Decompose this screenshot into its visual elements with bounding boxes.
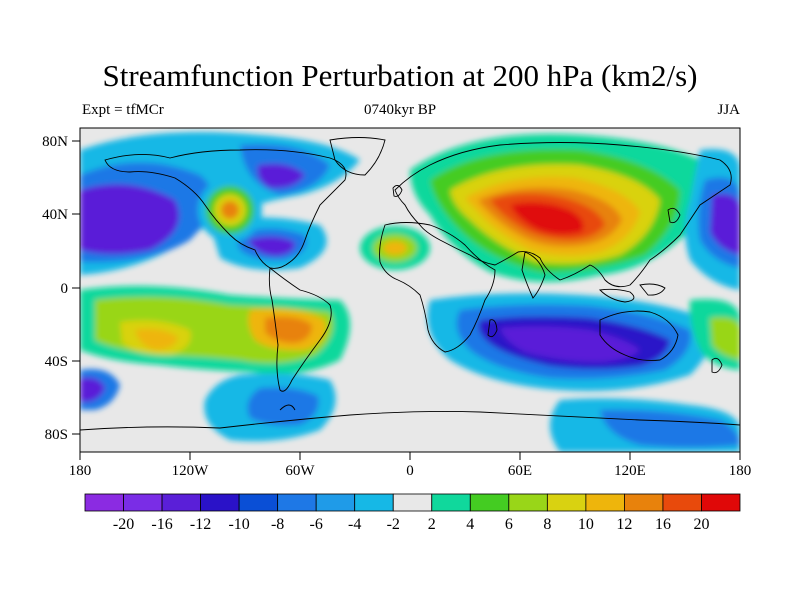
- colorbar-swatch: [238, 493, 279, 512]
- colorbar-label: 10: [578, 516, 594, 533]
- map-title: Streamfunction Perturbation at 200 hPa (…: [102, 58, 698, 93]
- colorbar-label: 16: [655, 516, 671, 533]
- colorbar-swatch: [84, 493, 124, 512]
- colorbar-label: 12: [616, 516, 632, 533]
- colorbar-label: -12: [190, 516, 211, 533]
- colorbar-swatch: [546, 493, 587, 512]
- x-tick-label: 120E: [614, 463, 646, 479]
- x-tick-label: 0: [406, 463, 414, 479]
- axis-ticks: [72, 140, 741, 460]
- colorbar-swatch: [354, 493, 394, 512]
- x-tick-label: 60E: [508, 463, 532, 479]
- colorbar-label: 4: [466, 516, 474, 533]
- colorbar-swatch: [392, 493, 433, 512]
- colorbar-label: 6: [505, 516, 513, 533]
- y-tick-label: 80S: [45, 427, 68, 443]
- colorbar-swatch: [200, 493, 240, 512]
- colorbar-label: -2: [387, 516, 400, 533]
- colorbar-swatch: [277, 493, 317, 512]
- coastlines: [80, 137, 740, 431]
- y-tick-label: 0: [61, 281, 69, 297]
- colorbar-swatch: [315, 493, 356, 512]
- colorbar-swatch: [624, 493, 664, 512]
- y-tick-label: 80N: [42, 134, 68, 150]
- x-tick-label: 180: [729, 463, 752, 479]
- experiment-label: Expt = tfMCr: [82, 102, 164, 118]
- colorbar-label: -16: [151, 516, 172, 533]
- colorbar-label: 8: [543, 516, 551, 533]
- colorbar-swatch: [431, 493, 471, 512]
- x-tick-label: 60W: [285, 463, 315, 479]
- colorbar-label: -20: [113, 516, 134, 533]
- colorbar-swatch: [161, 493, 201, 512]
- colorbar-swatch: [701, 493, 741, 512]
- y-axis-labels: 80N 40N 0 40S 80S: [42, 134, 68, 443]
- x-axis-labels: 180 120W 60W 0 60E 120E 180: [69, 463, 752, 479]
- colorbar-swatch: [585, 493, 625, 512]
- y-tick-label: 40N: [42, 207, 68, 223]
- x-tick-label: 120W: [172, 463, 210, 479]
- colorbar-label: 20: [693, 516, 709, 533]
- colorbar-swatch: [662, 493, 702, 512]
- colorbar-swatch: [123, 493, 163, 512]
- time-label: 0740kyr BP: [363, 102, 437, 118]
- colorbar-label: -10: [228, 516, 249, 533]
- colorbar-swatch: [469, 493, 510, 512]
- streamfunction-field: [80, 128, 740, 452]
- colorbar-swatch: [508, 493, 548, 512]
- colorbar-label: -6: [310, 516, 323, 533]
- colorbar: -20 -16 -12 -10 -8 -6 -4 -2 2 4 6 8 10 12 16 20: [84, 493, 741, 533]
- colorbar-label: -4: [348, 516, 361, 533]
- x-tick-label: 180: [69, 463, 92, 479]
- y-tick-label: 40S: [45, 354, 68, 370]
- colorbar-label: 2: [428, 516, 436, 533]
- colorbar-label: -8: [271, 516, 284, 533]
- season-label: JJA: [717, 102, 740, 118]
